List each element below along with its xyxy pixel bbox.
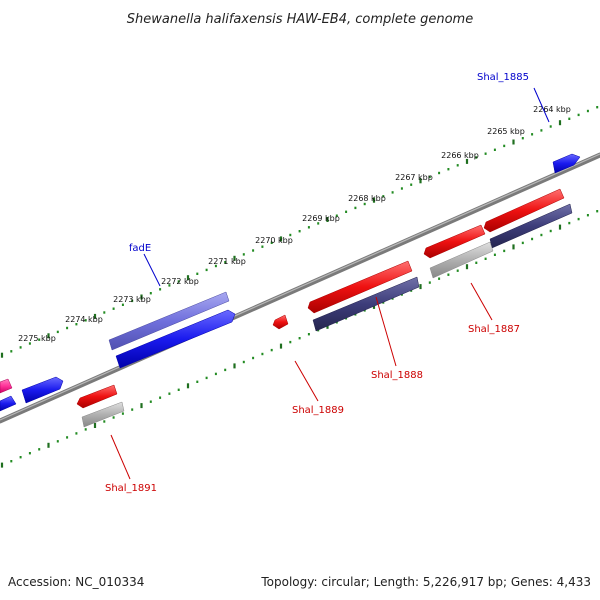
gene-labels: Shal_1885 fadE Shal_1887 Shal_1888 Shal_… [105, 72, 529, 494]
cds-shal-1891[interactable] [81, 401, 125, 428]
scale-label: 2275 kbp [18, 334, 56, 343]
scale-label: 2269 kbp [302, 214, 340, 223]
gene-shal-1887-a[interactable] [483, 188, 565, 233]
inner-scale-track [0, 210, 599, 468]
gene-blue-left[interactable] [21, 376, 64, 404]
cds-shal-1887-a[interactable] [489, 203, 573, 249]
scale-label: 2267 kbp [395, 173, 433, 182]
gene-shal-1888[interactable] [307, 260, 413, 314]
cds-shal-1887-b[interactable] [429, 241, 494, 279]
gene-label-shal-1888[interactable]: Shal_1888 [371, 370, 423, 381]
forward-genes [0, 153, 581, 412]
genome-summary-text: Topology: circular; Length: 5,226,917 bp… [260, 575, 591, 589]
gene-pink-edge[interactable] [0, 378, 13, 394]
scale-label: 2270 kbp [255, 236, 293, 245]
scale-label: 2272 kbp [161, 277, 199, 286]
scale-label: 2274 kbp [65, 315, 103, 324]
scale-label: 2268 kbp [348, 194, 386, 203]
cds-track [81, 203, 573, 428]
gene-label-shal-1887[interactable]: Shal_1887 [468, 324, 520, 335]
gene-fade[interactable] [115, 309, 236, 369]
accession-text: Accession: NC_010334 [8, 575, 144, 589]
label-leaders [110, 87, 550, 480]
scale-label: 2264 kbp [533, 105, 571, 114]
gene-label-fade[interactable]: fadE [129, 243, 151, 254]
gene-shal-1891[interactable] [76, 384, 118, 409]
gene-shal-1889[interactable] [272, 314, 289, 330]
scale-labels: 2264 kbp 2265 kbp 2266 kbp 2267 kbp 2268… [18, 105, 571, 343]
gene-label-shal-1889[interactable]: Shal_1889 [292, 405, 344, 416]
gene-blue-edge[interactable] [0, 395, 17, 412]
genome-backbone [0, 152, 600, 424]
gene-label-shal-1885[interactable]: Shal_1885 [477, 72, 529, 83]
outer-scale-track [0, 106, 599, 358]
cds-shal-1888[interactable] [312, 276, 420, 332]
scale-label: 2271 kbp [208, 257, 246, 266]
reverse-genes [76, 188, 565, 409]
gene-fade-lavender[interactable] [108, 291, 230, 351]
scale-label: 2266 kbp [441, 151, 479, 160]
scale-label: 2273 kbp [113, 295, 151, 304]
gene-label-shal-1891[interactable]: Shal_1891 [105, 483, 157, 494]
gene-shal-1885[interactable] [552, 153, 581, 174]
gene-shal-1887-b[interactable] [423, 224, 486, 259]
scale-label: 2265 kbp [487, 127, 525, 136]
map-title: Shewanella halifaxensis HAW-EB4, complet… [127, 12, 473, 27]
